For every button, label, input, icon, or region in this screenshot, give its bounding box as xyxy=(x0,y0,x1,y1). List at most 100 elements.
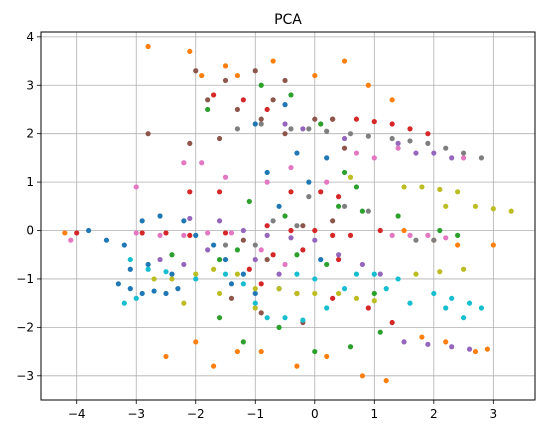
data-point xyxy=(127,256,133,263)
data-point xyxy=(216,315,223,321)
data-point xyxy=(252,290,258,297)
data-point xyxy=(240,237,246,243)
data-point xyxy=(258,121,264,127)
data-point xyxy=(371,298,377,304)
data-point xyxy=(211,92,217,98)
data-point xyxy=(508,208,514,214)
data-point xyxy=(306,126,312,132)
data-point xyxy=(407,126,413,132)
data-point xyxy=(258,310,264,316)
data-point xyxy=(139,290,145,297)
data-point xyxy=(103,237,110,243)
data-point xyxy=(413,271,419,277)
data-point xyxy=(371,290,377,297)
data-point xyxy=(472,348,479,355)
data-point xyxy=(335,194,342,200)
data-point xyxy=(395,145,401,151)
data-point xyxy=(472,203,479,209)
data-point xyxy=(216,256,223,263)
data-point xyxy=(425,140,431,146)
data-point xyxy=(133,295,139,301)
data-point xyxy=(86,227,92,234)
data-point xyxy=(252,68,258,74)
data-point xyxy=(425,232,431,238)
data-point xyxy=(324,305,330,311)
data-point xyxy=(294,150,300,156)
data-point xyxy=(455,232,461,238)
data-point xyxy=(294,252,300,258)
data-point xyxy=(228,295,235,301)
data-point xyxy=(294,223,300,229)
data-point xyxy=(252,121,258,127)
series-4 xyxy=(157,121,473,352)
data-point xyxy=(264,315,270,321)
data-point xyxy=(169,276,175,282)
data-point xyxy=(228,281,235,287)
data-point xyxy=(455,242,461,248)
data-point xyxy=(288,235,294,241)
data-point xyxy=(216,290,223,297)
data-point xyxy=(276,324,282,330)
data-point xyxy=(383,378,389,384)
data-point xyxy=(455,189,461,195)
data-point xyxy=(127,266,133,272)
data-point xyxy=(205,230,211,236)
data-point xyxy=(377,329,383,335)
data-point xyxy=(222,174,229,180)
data-point xyxy=(234,72,241,79)
data-point xyxy=(443,145,449,151)
data-point xyxy=(240,227,246,234)
data-point xyxy=(395,276,401,282)
data-point xyxy=(139,230,145,236)
data-point xyxy=(294,290,300,297)
data-point xyxy=(401,339,407,345)
data-point xyxy=(389,319,395,326)
data-point xyxy=(466,300,473,306)
data-point xyxy=(211,363,217,369)
data-point xyxy=(163,230,169,236)
data-point xyxy=(234,106,241,113)
data-point xyxy=(312,290,318,297)
data-point xyxy=(484,346,490,352)
data-point xyxy=(460,150,467,156)
data-point xyxy=(312,227,318,234)
data-point xyxy=(341,58,348,64)
data-point xyxy=(157,213,163,219)
data-point xyxy=(68,237,74,243)
y-tick-label: 3 xyxy=(26,78,34,92)
data-point xyxy=(216,218,223,224)
data-point xyxy=(282,261,288,268)
data-point xyxy=(240,339,246,345)
data-point xyxy=(127,286,133,292)
data-point xyxy=(353,116,360,122)
data-point xyxy=(222,242,229,248)
series-6 xyxy=(68,145,467,268)
y-tick-label: 1 xyxy=(26,175,34,189)
data-point xyxy=(264,106,270,113)
data-point xyxy=(306,194,312,200)
data-point xyxy=(270,252,276,258)
data-point xyxy=(353,184,360,190)
data-point xyxy=(306,179,312,185)
data-point xyxy=(252,256,258,263)
data-point xyxy=(222,256,229,263)
data-point xyxy=(145,131,151,137)
data-point xyxy=(359,261,365,268)
data-point xyxy=(371,118,377,125)
data-point xyxy=(252,242,258,248)
data-point xyxy=(419,334,425,340)
data-point xyxy=(157,256,163,263)
data-point xyxy=(216,189,223,195)
data-point xyxy=(490,206,496,212)
data-point xyxy=(389,232,395,238)
data-point xyxy=(312,237,318,243)
series-0 xyxy=(86,102,330,297)
data-point xyxy=(139,218,145,224)
data-point xyxy=(324,353,330,360)
data-point xyxy=(443,339,449,345)
data-point xyxy=(425,131,431,137)
data-point xyxy=(282,315,288,321)
data-point xyxy=(437,227,443,234)
data-point xyxy=(181,300,187,306)
